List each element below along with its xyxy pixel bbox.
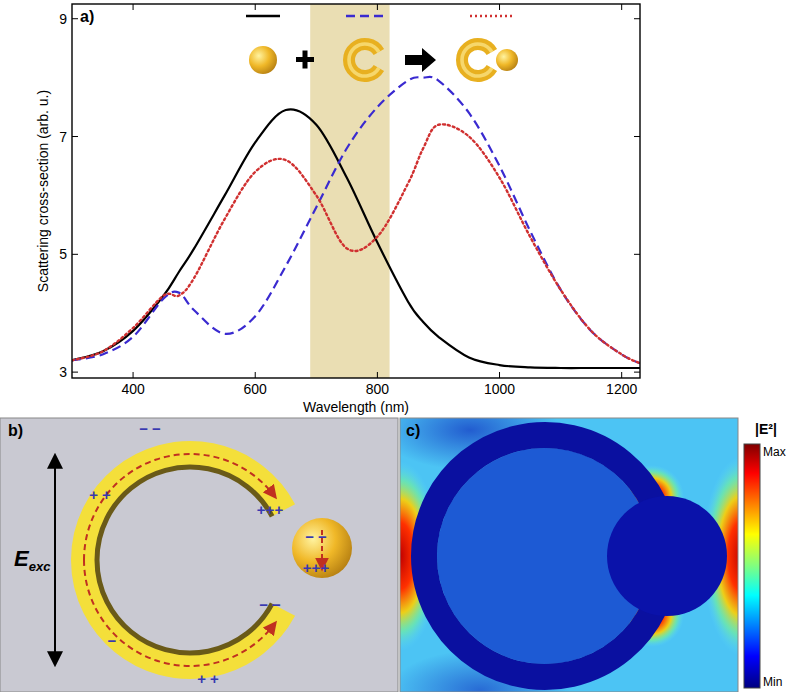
legend-swatch (470, 15, 512, 18)
x-tick (499, 372, 500, 378)
charge-label: − − (259, 596, 281, 613)
y-tick (72, 18, 78, 19)
y-tick-label: 7 (59, 129, 67, 145)
x-tick-label: 800 (366, 381, 390, 397)
icon-sphere (496, 49, 518, 71)
x-tick (499, 4, 500, 10)
y-tick (634, 372, 640, 373)
field-subscript: exc (29, 559, 51, 574)
y-tick-label: 5 (59, 246, 67, 262)
icon-sphere (249, 46, 277, 74)
icon-c (462, 44, 492, 76)
legend-swatch (246, 15, 280, 18)
icon-arrow (405, 48, 436, 72)
y-axis-title: Scattering cross-section (arb. u.) (35, 90, 51, 292)
x-tick (621, 4, 622, 10)
x-tick-label: 1200 (606, 381, 637, 397)
series-line (72, 77, 640, 363)
y-tick-label: 9 (59, 11, 67, 27)
charge-label: − (108, 632, 117, 649)
legend-swatch (346, 15, 386, 18)
x-tick (377, 4, 378, 10)
panel-c: c) |E²| Max Min (360, 390, 786, 692)
charge-label: − − (139, 420, 161, 437)
y-tick (72, 372, 78, 373)
y-tick (72, 254, 78, 255)
plot-frame (72, 4, 640, 378)
charge-label: − − (305, 528, 327, 545)
x-tick (133, 372, 134, 378)
panel-label: a) (80, 8, 94, 25)
y-tick (634, 254, 640, 255)
sphere (607, 496, 727, 616)
charge-label: +++ (303, 559, 330, 576)
panel-label: c) (406, 422, 420, 439)
field-map (400, 418, 738, 692)
series-line (72, 124, 640, 363)
x-tick (255, 372, 256, 378)
c-ring (84, 454, 284, 666)
icon-c-shine (462, 44, 492, 76)
y-tick (634, 18, 640, 19)
highlight-band (310, 4, 389, 378)
y-tick-label: 3 (59, 364, 67, 380)
icon-plus (303, 51, 308, 69)
field-symbol: E (14, 546, 30, 571)
panel-c-frame (400, 418, 738, 692)
current-arrow (84, 454, 274, 560)
y-tick (634, 136, 640, 137)
legend (246, 16, 518, 76)
x-tick (255, 4, 256, 10)
panel-a: 400 600 800 1000 1200 3 5 7 9 Wavelength (nm) Scat… (35, 4, 640, 415)
charge-label: + + (197, 670, 219, 687)
x-tick (133, 4, 134, 10)
panel-b: Eexc − − + + +++ − − +++ − − − + + b) (0, 418, 398, 692)
colorbar-title: |E²| (755, 421, 777, 437)
y-tick (72, 136, 78, 137)
charge-label: + + (89, 486, 111, 503)
x-tick (377, 372, 378, 378)
colorbar-label: Max (763, 445, 786, 459)
x-tick-label: 1000 (484, 381, 515, 397)
icon-c (349, 44, 379, 76)
field-label: Eexc (14, 546, 51, 574)
c-ring-edge (97, 467, 272, 653)
colorbar-label: Min (763, 675, 782, 689)
panel-label: b) (8, 422, 23, 439)
colorbar (744, 444, 760, 688)
field-arrow (54, 456, 56, 664)
x-axis-title: Wavelength (nm) (303, 399, 409, 415)
x-tick (621, 372, 622, 378)
series-line (72, 109, 640, 368)
charge-label: +++ (257, 501, 284, 518)
x-tick-label: 400 (121, 381, 145, 397)
plot-area (72, 4, 640, 378)
sphere (292, 518, 352, 578)
figure: 400 600 800 1000 1200 3 5 7 9 Wavelength (nm) Scat… (0, 0, 794, 692)
icon-c-shine (349, 44, 379, 76)
current-arrow (84, 560, 274, 666)
x-tick-label: 600 (244, 381, 268, 397)
panel-b-background (0, 418, 398, 692)
